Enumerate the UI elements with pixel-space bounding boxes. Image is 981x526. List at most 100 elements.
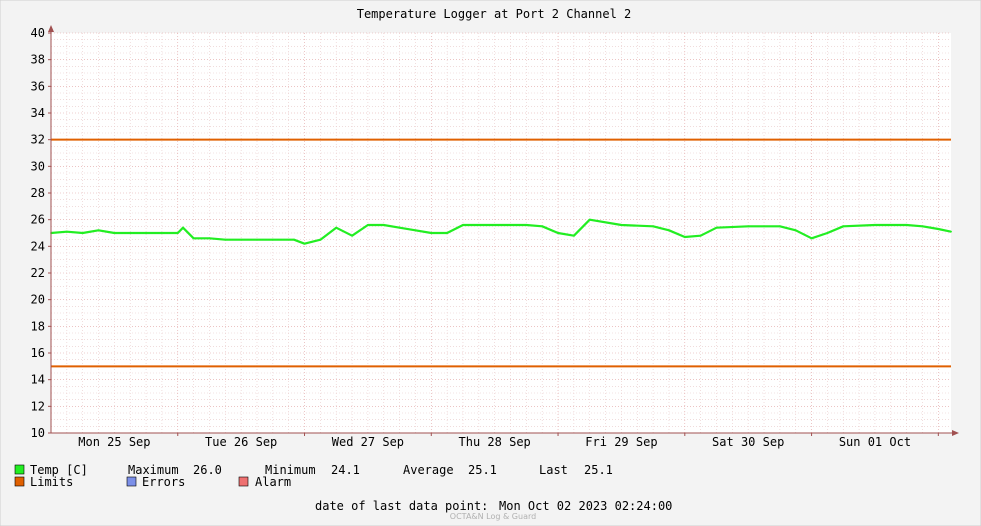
data-point (842, 225, 845, 228)
legend-swatch-limits (14, 476, 25, 487)
data-point (293, 238, 295, 241)
data-point (176, 232, 179, 234)
data-point (747, 225, 750, 228)
x-tick-label: Tue 26 Sep (205, 435, 277, 449)
y-tick-label: 28 (31, 186, 45, 200)
grid (50, 32, 951, 434)
x-axis: Mon 25 Sep Tue 26 Sep Wed 27 Sep Thu 28 Sep… (78, 433, 939, 449)
data-point (81, 232, 84, 234)
legend-label-alarm: Alarm (255, 475, 291, 489)
data-point (161, 232, 163, 234)
data-point (921, 225, 924, 228)
data-point (462, 224, 464, 226)
data-point (113, 232, 116, 234)
data-point (826, 232, 829, 234)
y-tick-label: 36 (31, 79, 45, 93)
data-point (303, 242, 306, 245)
data-point (778, 225, 781, 228)
x-tick-label: Sun 01 Oct (839, 435, 911, 449)
data-point (588, 218, 591, 221)
chart-title: Temperature Logger at Port 2 Channel 2 (357, 7, 632, 21)
last-point-label: date of last data point: (315, 499, 488, 513)
x-tick-label: Mon 25 Sep (78, 435, 150, 449)
stat-avg-label: Average (403, 463, 454, 477)
data-point (351, 234, 353, 237)
data-point (129, 232, 132, 234)
legend-label-limits: Limits (30, 475, 73, 489)
data-point (557, 232, 559, 234)
data-point (715, 226, 718, 229)
data-point (683, 236, 686, 238)
data-point (192, 237, 195, 240)
y-tick-label: 10 (31, 426, 45, 440)
stat-max-value: 26.0 (193, 463, 222, 477)
y-tick-label: 30 (31, 159, 45, 173)
stat-min-value: 24.1 (331, 463, 360, 477)
data-point (541, 225, 544, 228)
y-tick-label: 38 (31, 53, 45, 67)
data-point (65, 230, 68, 233)
y-axis-arrow (48, 25, 54, 32)
legend-label-temp: Temp [C] (30, 463, 88, 477)
data-point (145, 232, 147, 234)
data-point (224, 238, 227, 241)
data-point (414, 229, 417, 232)
data-point (668, 229, 670, 232)
stat-max-label: Maximum (128, 463, 179, 477)
y-tick-label: 18 (31, 319, 45, 333)
x-axis-arrow (952, 430, 959, 436)
data-point (182, 226, 184, 229)
last-point-value: Mon Oct 02 2023 02:24:00 (499, 499, 672, 513)
data-point (652, 225, 655, 228)
y-tick-label: 16 (31, 346, 45, 360)
data-point (319, 238, 322, 241)
data-point (493, 224, 496, 226)
y-tick-label: 24 (31, 239, 45, 253)
x-tick-label: Sat 30 Sep (712, 435, 784, 449)
data-point (430, 232, 433, 234)
legend-label-errors: Errors (142, 475, 185, 489)
data-point (794, 229, 797, 232)
data-point (620, 224, 623, 226)
data-point (382, 224, 385, 226)
watermark: OCTA&N Log & Guard (450, 512, 536, 521)
data-point (905, 224, 908, 226)
y-tick-label: 34 (31, 106, 45, 120)
data-point (572, 234, 575, 237)
data-point (398, 226, 401, 229)
y-tick-label: 22 (31, 266, 45, 280)
data-point (446, 232, 449, 234)
data-point (97, 229, 100, 232)
legend-swatch-alarm (238, 476, 249, 487)
stat-avg-value: 25.1 (468, 463, 497, 477)
data-point (271, 238, 274, 241)
stat-last-label: Last (539, 463, 568, 477)
y-tick-label: 26 (31, 213, 45, 227)
data-point (937, 228, 940, 230)
y-tick-label: 32 (31, 133, 45, 147)
limit-lines (51, 138, 951, 368)
data-point (525, 224, 528, 226)
x-tick-label: Fri 29 Sep (585, 435, 657, 449)
data-point (335, 226, 338, 229)
legend-swatch-errors (126, 476, 137, 487)
y-tick-label: 12 (31, 399, 45, 413)
y-tick-label: 20 (31, 293, 45, 307)
series-layer (50, 218, 952, 245)
series-line-temp (50, 218, 952, 245)
data-point (810, 237, 813, 240)
data-point (699, 234, 702, 237)
stat-last-value: 25.1 (584, 463, 613, 477)
data-point (208, 237, 211, 240)
x-tick-label: Thu 28 Sep (459, 435, 531, 449)
y-tick-label: 40 (31, 26, 45, 40)
legend-swatch-temp (14, 464, 25, 475)
data-point (367, 224, 369, 226)
data-point (950, 230, 952, 233)
data-point (240, 238, 243, 241)
data-point (874, 224, 876, 226)
stat-min-label: Minimum (265, 463, 316, 477)
y-tick-label: 14 (31, 373, 45, 387)
x-tick-label: Wed 27 Sep (332, 435, 404, 449)
